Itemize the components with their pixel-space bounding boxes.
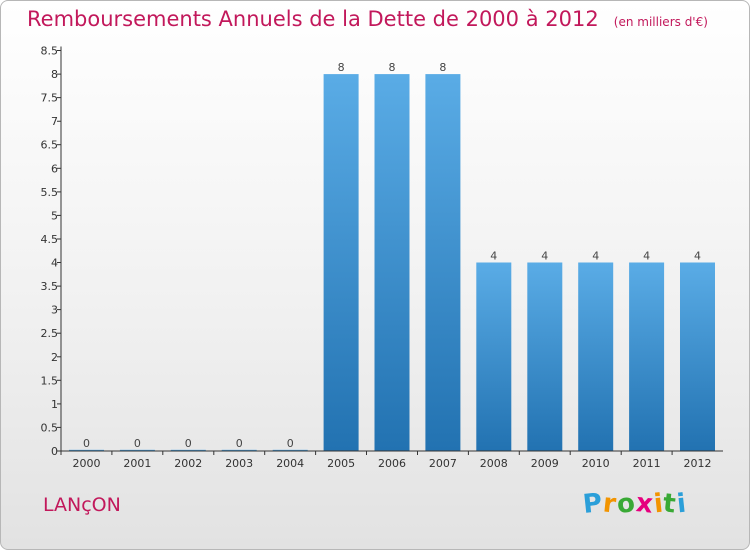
value-label-2001: 0 [134,437,141,450]
x-tick-label-2008: 2008 [480,457,508,470]
bars-group [69,74,715,451]
bar-2002 [170,449,206,451]
y-tick-label-4.5: 4.5 [41,233,59,246]
commune-name: LANçON [43,494,121,516]
y-tick-label-8.5: 8.5 [41,45,59,58]
bar-2009 [527,262,563,451]
x-tick-label-2009: 2009 [531,457,559,470]
y-tick-label-3: 3 [51,304,58,317]
value-label-2012: 4 [694,250,701,263]
y-tick-label-5: 5 [51,209,58,222]
y-tick-label-8: 8 [51,68,58,81]
x-tick-label-2005: 2005 [327,457,355,470]
bar-2006 [374,74,410,451]
y-tick-label-1: 1 [51,398,58,411]
x-tick-label-2006: 2006 [378,457,406,470]
x-tick-label-2010: 2010 [582,457,610,470]
bar-2003 [221,449,257,451]
y-tick-label-2.5: 2.5 [41,327,59,340]
bar-2000 [69,449,104,451]
y-tick-label-3.5: 3.5 [41,280,59,293]
value-label-2011: 4 [643,250,650,263]
y-tick-label-5.5: 5.5 [41,186,59,199]
y-tick-label-2: 2 [51,351,58,364]
bar-2011 [629,262,665,451]
logo-letter: i [675,488,689,520]
x-tick-label-2002: 2002 [174,457,202,470]
x-tick-label-2001: 2001 [123,457,151,470]
x-tick-label-2012: 2012 [684,457,712,470]
value-label-2003: 0 [236,437,243,450]
proxiti-logo: Proxiti [581,488,689,520]
x-tick-label-2004: 2004 [276,457,304,470]
y-tick-label-0.5: 0.5 [41,421,59,434]
value-label-2008: 4 [490,250,497,263]
chart-subtitle: (en milliers d'€) [613,15,708,29]
y-tick-label-6: 6 [51,162,58,175]
y-tick-label-0: 0 [51,445,58,458]
x-tick-label-2000: 2000 [73,457,101,470]
bar-2007 [425,74,461,451]
y-tick-label-1.5: 1.5 [41,374,59,387]
bar-2001 [119,449,155,451]
value-label-2009: 4 [541,250,548,263]
axes-group [57,46,723,455]
y-tick-label-7: 7 [51,115,58,128]
bar-2008 [476,262,512,451]
bar-2004 [272,449,308,451]
x-tick-label-2003: 2003 [225,457,253,470]
value-label-2006: 8 [389,61,396,74]
bar-2005 [323,74,359,451]
x-tick-label-2011: 2011 [633,457,661,470]
bar-2012 [680,262,715,451]
value-label-2000: 0 [83,437,90,450]
value-label-2005: 8 [338,61,345,74]
bar-2010 [578,262,614,451]
labels-group: 0 2000 0 2001 0 2002 0 2003 0 2004 8 2005 8 2006 8 2007… [41,45,712,471]
chart-title: Remboursements Annuels de la Dette de 20… [27,7,599,31]
value-label-2007: 8 [439,61,446,74]
y-tick-label-7.5: 7.5 [41,92,59,105]
y-tick-label-4: 4 [51,257,58,270]
value-label-2010: 4 [592,250,599,263]
value-label-2004: 0 [287,437,294,450]
value-label-2002: 0 [185,437,192,450]
x-tick-label-2007: 2007 [429,457,457,470]
title-line: Remboursements Annuels de la Dette de 20… [27,7,708,31]
y-tick-label-6.5: 6.5 [41,139,59,152]
